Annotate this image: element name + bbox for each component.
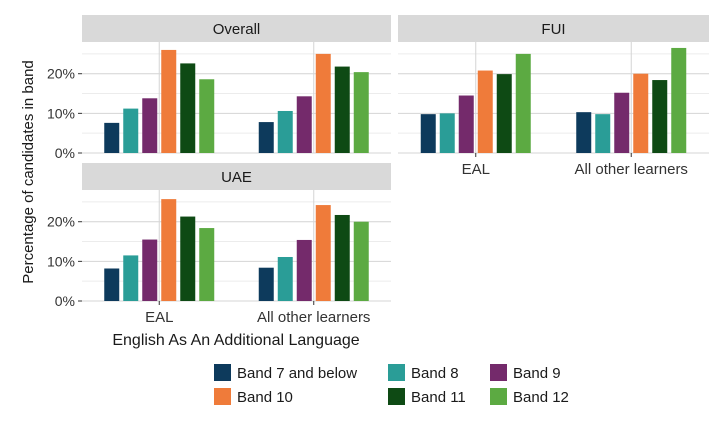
bar-band-7-and-below — [258, 122, 274, 153]
x-tick-label: EAL — [145, 309, 173, 326]
bar-band-7-and-below — [104, 122, 120, 153]
y-axis-title: Percentage of candidates in band — [20, 60, 37, 284]
bar-band-7-and-below — [576, 112, 592, 153]
legend-label: Band 9 — [513, 365, 561, 382]
panel-title: FUI — [541, 21, 565, 38]
bar-band-12 — [199, 228, 215, 301]
bar-band-9 — [458, 95, 474, 153]
bar-band-12 — [353, 221, 369, 301]
x-tick-label: EAL — [462, 161, 490, 178]
bar-band-9 — [296, 96, 312, 153]
x-tick-label: All other learners — [575, 161, 688, 178]
y-tick-label: 0% — [55, 293, 75, 309]
bar-band-12 — [515, 53, 531, 154]
legend-label: Band 11 — [411, 389, 466, 406]
bar-band-7-and-below — [104, 268, 120, 301]
bar-band-8 — [277, 110, 293, 153]
panel-title: UAE — [221, 169, 252, 186]
legend-swatch — [214, 364, 231, 381]
panel-strip — [82, 15, 391, 42]
bar-band-9 — [296, 239, 312, 301]
bar-band-11 — [180, 216, 196, 301]
legend-label: Band 8 — [411, 365, 459, 382]
bar-band-9 — [142, 98, 158, 153]
y-tick-label: 10% — [47, 105, 75, 121]
legend-label: Band 10 — [237, 389, 293, 406]
x-axis-title: English As An Additional Language — [112, 332, 359, 349]
bar-band-8 — [277, 256, 293, 301]
legend-label: Band 12 — [513, 389, 569, 406]
bar-band-12 — [199, 79, 215, 153]
bar-band-11 — [180, 63, 196, 153]
panel-strip — [82, 163, 391, 190]
bar-band-11 — [334, 66, 350, 153]
bar-band-7-and-below — [420, 114, 436, 153]
y-tick-label: 20% — [47, 66, 75, 82]
legend-swatch — [490, 364, 507, 381]
bar-band-10 — [161, 49, 177, 153]
y-tick-label: 0% — [55, 145, 75, 161]
bar-band-10 — [315, 53, 331, 154]
panel-strip — [398, 15, 709, 42]
y-tick-label: 20% — [47, 214, 75, 230]
bar-band-11 — [496, 74, 512, 153]
bar-band-11 — [652, 80, 668, 153]
bar-band-7-and-below — [258, 267, 274, 301]
bar-band-8 — [439, 113, 455, 153]
legend-swatch — [490, 388, 507, 405]
bar-band-10 — [633, 73, 649, 153]
bar-band-12 — [671, 47, 687, 154]
legend-swatch — [214, 388, 231, 405]
x-tick-label: All other learners — [257, 309, 370, 326]
bar-band-8 — [123, 255, 139, 301]
legend-label: Band 7 and below — [237, 365, 357, 382]
bar-band-8 — [123, 108, 139, 153]
bar-band-10 — [315, 205, 331, 301]
bar-band-8 — [595, 114, 611, 153]
bar-band-9 — [142, 239, 158, 301]
legend-swatch — [388, 388, 405, 405]
y-tick-label: 10% — [47, 253, 75, 269]
bar-band-10 — [161, 199, 177, 301]
bar-band-11 — [334, 214, 350, 301]
panel-title: Overall — [213, 21, 261, 38]
bar-band-12 — [353, 72, 369, 153]
bar-band-10 — [477, 70, 493, 153]
legend-swatch — [388, 364, 405, 381]
bar-band-9 — [614, 92, 630, 153]
